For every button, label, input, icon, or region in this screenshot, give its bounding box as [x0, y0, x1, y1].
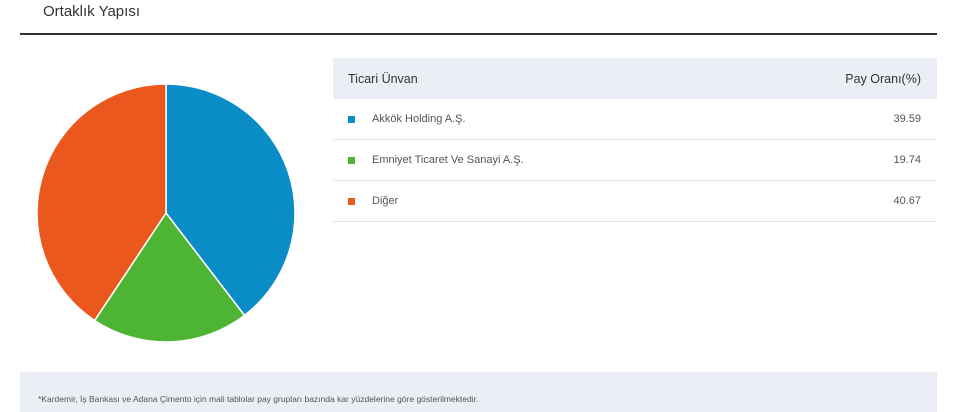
legend-swatch	[348, 115, 355, 123]
column-header-share[interactable]: Pay Oranı(%)	[845, 71, 921, 86]
divider	[20, 33, 937, 35]
footnote-box: *Kardemir, İş Bankası ve Adana Çimento i…	[20, 372, 937, 412]
shareholder-name: Emniyet Ticaret Ve Sanayi A.Ş.	[372, 154, 524, 166]
table-row: Emniyet Ticaret Ve Sanayi A.Ş. 19.74	[333, 140, 937, 181]
table-header: Ticari Ünvan Pay Oranı(%)	[333, 58, 937, 99]
pie-slice-1[interactable]	[93, 211, 246, 343]
shareholder-name: Akkök Holding A.Ş.	[372, 113, 466, 125]
shareholder-pie-chart	[36, 83, 296, 343]
section-title: Ortaklık Yapısı	[43, 3, 140, 20]
legend-swatch	[348, 156, 355, 164]
share-value: 39.59	[893, 113, 921, 125]
pie-slice-2[interactable]	[36, 83, 167, 322]
table-row: Diğer 40.67	[333, 181, 937, 222]
share-value: 19.74	[893, 154, 921, 166]
pie-slice-0[interactable]	[165, 83, 296, 317]
share-value: 40.67	[893, 195, 921, 207]
shareholder-name: Diğer	[372, 195, 399, 207]
table-row: Akkök Holding A.Ş. 39.59	[333, 99, 937, 140]
legend-swatch	[348, 197, 355, 205]
footnote: *Kardemir, İş Bankası ve Adana Çimento i…	[38, 394, 479, 404]
column-header-name[interactable]: Ticari Ünvan	[348, 71, 418, 86]
shareholder-table: Ticari Ünvan Pay Oranı(%) Akkök Holding …	[333, 58, 937, 222]
